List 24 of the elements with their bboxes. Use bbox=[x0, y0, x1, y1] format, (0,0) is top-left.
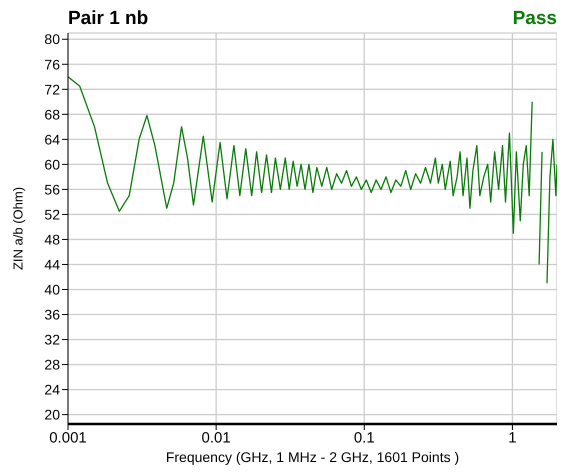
y-tick-label: 24 bbox=[44, 382, 60, 398]
x-tick-label: 0.01 bbox=[202, 430, 231, 447]
y-tick-label: 32 bbox=[44, 332, 60, 348]
x-tick-label: 1 bbox=[508, 430, 517, 447]
y-tick-label: 52 bbox=[44, 206, 60, 222]
y-tick-label: 60 bbox=[44, 156, 60, 172]
y-tick-label: 20 bbox=[44, 406, 60, 423]
text: Pass bbox=[512, 8, 557, 30]
y-axis-title: ZIN a/b (Ohm) bbox=[10, 186, 26, 270]
y-tick-label: 44 bbox=[44, 256, 60, 272]
y-tick-label: 28 bbox=[44, 356, 60, 373]
y-tick-label: 68 bbox=[44, 106, 60, 122]
y-tick-label: 36 bbox=[44, 306, 60, 322]
x-tick-label: 0.001 bbox=[49, 430, 87, 447]
y-tick-label: 40 bbox=[44, 281, 60, 298]
chart-title: Pair 1 nb bbox=[68, 8, 148, 30]
y-tick-label: 76 bbox=[44, 56, 60, 72]
x-tick-label: 0.1 bbox=[354, 430, 375, 447]
y-tick-label: 72 bbox=[44, 81, 60, 98]
x-axis-title: Frequency (GHz, 1 MHz - 2 GHz, 1601 Points ) bbox=[166, 449, 460, 465]
y-tick-label: 80 bbox=[44, 31, 60, 48]
y-tick-label: 64 bbox=[44, 131, 60, 148]
y-tick-label: 56 bbox=[44, 181, 60, 198]
y-tick-label: 48 bbox=[44, 231, 60, 248]
